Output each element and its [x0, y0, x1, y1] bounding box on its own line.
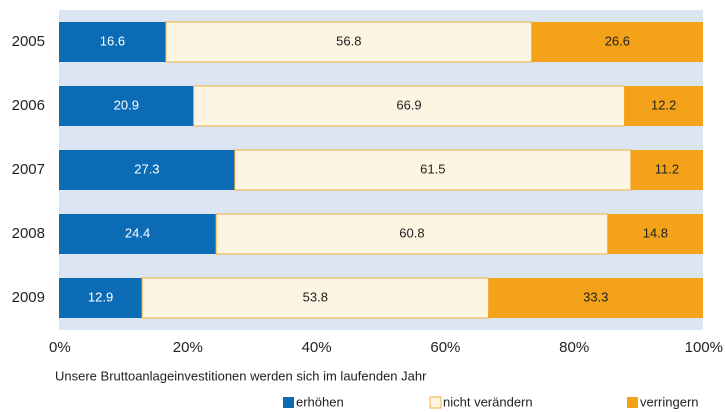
x-tick-label: 100% — [685, 339, 723, 356]
bar-segment — [165, 21, 533, 63]
value-label: 61.5 — [420, 161, 445, 176]
y-tick-label: 2008 — [12, 225, 45, 242]
value-label: 12.2 — [651, 97, 676, 112]
x-tick-label: 80% — [559, 339, 589, 356]
x-tick-label: 0% — [49, 339, 71, 356]
value-label: 60.8 — [399, 225, 424, 240]
x-axis-label: Unsere Bruttoanlageinvestitionen werden … — [55, 368, 427, 383]
x-tick-label: 60% — [430, 339, 460, 356]
value-label: 12.9 — [88, 289, 113, 304]
bar-segment — [193, 85, 625, 127]
bar-segment — [531, 22, 703, 62]
x-tick-label: 40% — [302, 339, 332, 356]
value-label: 56.8 — [336, 33, 361, 48]
legend-label: nicht verändern — [443, 394, 533, 409]
bar-segment — [488, 278, 703, 318]
bar-segment — [59, 214, 217, 254]
value-label: 33.3 — [583, 289, 608, 304]
legend-label: erhöhen — [296, 394, 344, 409]
value-label: 24.4 — [125, 225, 150, 240]
value-label: 53.8 — [303, 289, 328, 304]
legend-swatch — [429, 396, 442, 409]
bar-segment — [215, 213, 609, 255]
value-label: 11.2 — [655, 161, 679, 176]
bar-segment — [59, 86, 194, 126]
bar-segment — [59, 150, 235, 190]
legend-swatch — [283, 397, 294, 408]
legend-swatch — [627, 397, 638, 408]
value-label: 66.9 — [396, 97, 421, 112]
value-label: 16.6 — [100, 33, 125, 48]
legend-label: verringern — [640, 394, 699, 409]
value-label: 27.3 — [134, 161, 159, 176]
bar-segment — [234, 149, 632, 191]
bar-segment — [59, 278, 143, 318]
bar-segment — [141, 277, 490, 319]
value-label: 20.9 — [114, 97, 139, 112]
y-tick-label: 2009 — [12, 289, 45, 306]
bar-segment — [624, 86, 703, 126]
value-label: 14.8 — [643, 225, 668, 240]
y-tick-label: 2007 — [12, 161, 45, 178]
y-tick-label: 2006 — [12, 97, 45, 114]
bar-segment — [59, 22, 166, 62]
y-tick-label: 2005 — [12, 33, 45, 50]
bar-segment — [607, 214, 703, 254]
value-label: 26.6 — [605, 33, 630, 48]
bar-segment — [630, 150, 703, 190]
x-tick-label: 20% — [173, 339, 203, 356]
